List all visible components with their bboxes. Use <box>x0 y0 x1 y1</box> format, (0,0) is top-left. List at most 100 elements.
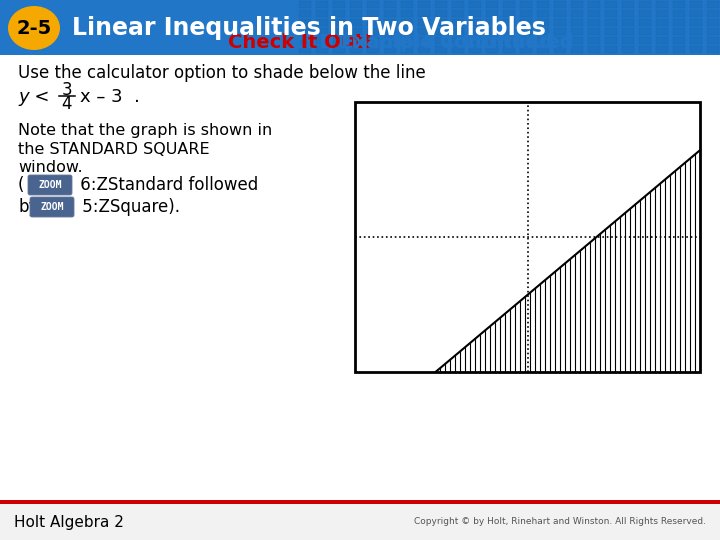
FancyBboxPatch shape <box>486 10 498 17</box>
FancyBboxPatch shape <box>605 46 617 53</box>
FancyBboxPatch shape <box>639 46 651 53</box>
FancyBboxPatch shape <box>588 46 600 53</box>
FancyBboxPatch shape <box>299 37 311 44</box>
FancyBboxPatch shape <box>469 46 481 53</box>
FancyBboxPatch shape <box>316 10 328 17</box>
FancyBboxPatch shape <box>384 28 396 35</box>
FancyBboxPatch shape <box>673 1 685 8</box>
FancyBboxPatch shape <box>401 37 413 44</box>
FancyBboxPatch shape <box>605 10 617 17</box>
FancyBboxPatch shape <box>316 46 328 53</box>
FancyBboxPatch shape <box>554 19 566 26</box>
FancyBboxPatch shape <box>707 10 719 17</box>
FancyBboxPatch shape <box>452 37 464 44</box>
FancyBboxPatch shape <box>452 19 464 26</box>
FancyBboxPatch shape <box>605 1 617 8</box>
FancyBboxPatch shape <box>622 28 634 35</box>
FancyBboxPatch shape <box>333 19 345 26</box>
FancyBboxPatch shape <box>622 19 634 26</box>
FancyBboxPatch shape <box>690 1 702 8</box>
FancyBboxPatch shape <box>316 1 328 8</box>
FancyBboxPatch shape <box>537 10 549 17</box>
FancyBboxPatch shape <box>299 28 311 35</box>
Text: Use the calculator option to shade below the line: Use the calculator option to shade below… <box>18 64 426 82</box>
FancyBboxPatch shape <box>503 46 515 53</box>
FancyBboxPatch shape <box>350 19 362 26</box>
Text: Note that the graph is shown in: Note that the graph is shown in <box>18 123 272 138</box>
FancyBboxPatch shape <box>520 46 532 53</box>
FancyBboxPatch shape <box>469 1 481 8</box>
FancyBboxPatch shape <box>435 19 447 26</box>
FancyBboxPatch shape <box>28 175 72 195</box>
FancyBboxPatch shape <box>401 46 413 53</box>
FancyBboxPatch shape <box>384 1 396 8</box>
FancyBboxPatch shape <box>673 10 685 17</box>
FancyBboxPatch shape <box>639 10 651 17</box>
FancyBboxPatch shape <box>418 10 430 17</box>
FancyBboxPatch shape <box>469 37 481 44</box>
FancyBboxPatch shape <box>333 10 345 17</box>
FancyBboxPatch shape <box>367 28 379 35</box>
FancyBboxPatch shape <box>299 1 311 8</box>
FancyBboxPatch shape <box>554 28 566 35</box>
FancyBboxPatch shape <box>656 19 668 26</box>
FancyBboxPatch shape <box>571 28 583 35</box>
FancyBboxPatch shape <box>486 46 498 53</box>
FancyBboxPatch shape <box>503 28 515 35</box>
Text: 2-5: 2-5 <box>17 18 52 37</box>
FancyBboxPatch shape <box>452 46 464 53</box>
FancyBboxPatch shape <box>316 19 328 26</box>
Text: window.: window. <box>18 160 83 176</box>
FancyBboxPatch shape <box>656 1 668 8</box>
FancyBboxPatch shape <box>486 28 498 35</box>
FancyBboxPatch shape <box>333 46 345 53</box>
FancyBboxPatch shape <box>605 19 617 26</box>
FancyBboxPatch shape <box>588 1 600 8</box>
FancyBboxPatch shape <box>486 1 498 8</box>
FancyBboxPatch shape <box>452 10 464 17</box>
FancyBboxPatch shape <box>401 19 413 26</box>
FancyBboxPatch shape <box>418 46 430 53</box>
FancyBboxPatch shape <box>622 10 634 17</box>
FancyBboxPatch shape <box>537 19 549 26</box>
FancyBboxPatch shape <box>367 10 379 17</box>
FancyBboxPatch shape <box>30 197 74 217</box>
FancyBboxPatch shape <box>333 28 345 35</box>
FancyBboxPatch shape <box>401 10 413 17</box>
Text: ZOOM: ZOOM <box>40 202 64 212</box>
FancyBboxPatch shape <box>316 28 328 35</box>
FancyBboxPatch shape <box>554 1 566 8</box>
FancyBboxPatch shape <box>367 19 379 26</box>
FancyBboxPatch shape <box>690 19 702 26</box>
Text: 5:ZSquare).: 5:ZSquare). <box>77 198 180 216</box>
Text: Check It Out! Example 4 Continued: Check It Out! Example 4 Continued <box>168 32 552 51</box>
FancyBboxPatch shape <box>350 1 362 8</box>
FancyBboxPatch shape <box>639 19 651 26</box>
Text: by: by <box>18 198 38 216</box>
FancyBboxPatch shape <box>520 37 532 44</box>
FancyBboxPatch shape <box>435 10 447 17</box>
Text: the STANDARD SQUARE: the STANDARD SQUARE <box>18 141 210 157</box>
FancyBboxPatch shape <box>622 46 634 53</box>
FancyBboxPatch shape <box>469 28 481 35</box>
FancyBboxPatch shape <box>469 10 481 17</box>
FancyBboxPatch shape <box>452 1 464 8</box>
FancyBboxPatch shape <box>384 19 396 26</box>
FancyBboxPatch shape <box>367 1 379 8</box>
FancyBboxPatch shape <box>486 19 498 26</box>
FancyBboxPatch shape <box>656 37 668 44</box>
Text: Check It Out! Example 4 Continued: Check It Out! Example 4 Continued <box>168 32 552 51</box>
FancyBboxPatch shape <box>690 46 702 53</box>
FancyBboxPatch shape <box>503 1 515 8</box>
FancyBboxPatch shape <box>571 19 583 26</box>
FancyBboxPatch shape <box>656 10 668 17</box>
FancyBboxPatch shape <box>350 10 362 17</box>
FancyBboxPatch shape <box>350 46 362 53</box>
FancyBboxPatch shape <box>605 28 617 35</box>
FancyBboxPatch shape <box>418 37 430 44</box>
Text: 3: 3 <box>62 81 72 99</box>
Text: Copyright © by Holt, Rinehart and Winston. All Rights Reserved.: Copyright © by Holt, Rinehart and Winsto… <box>414 517 706 526</box>
FancyBboxPatch shape <box>690 10 702 17</box>
Bar <box>355 102 700 372</box>
Text: (: ( <box>18 176 24 194</box>
